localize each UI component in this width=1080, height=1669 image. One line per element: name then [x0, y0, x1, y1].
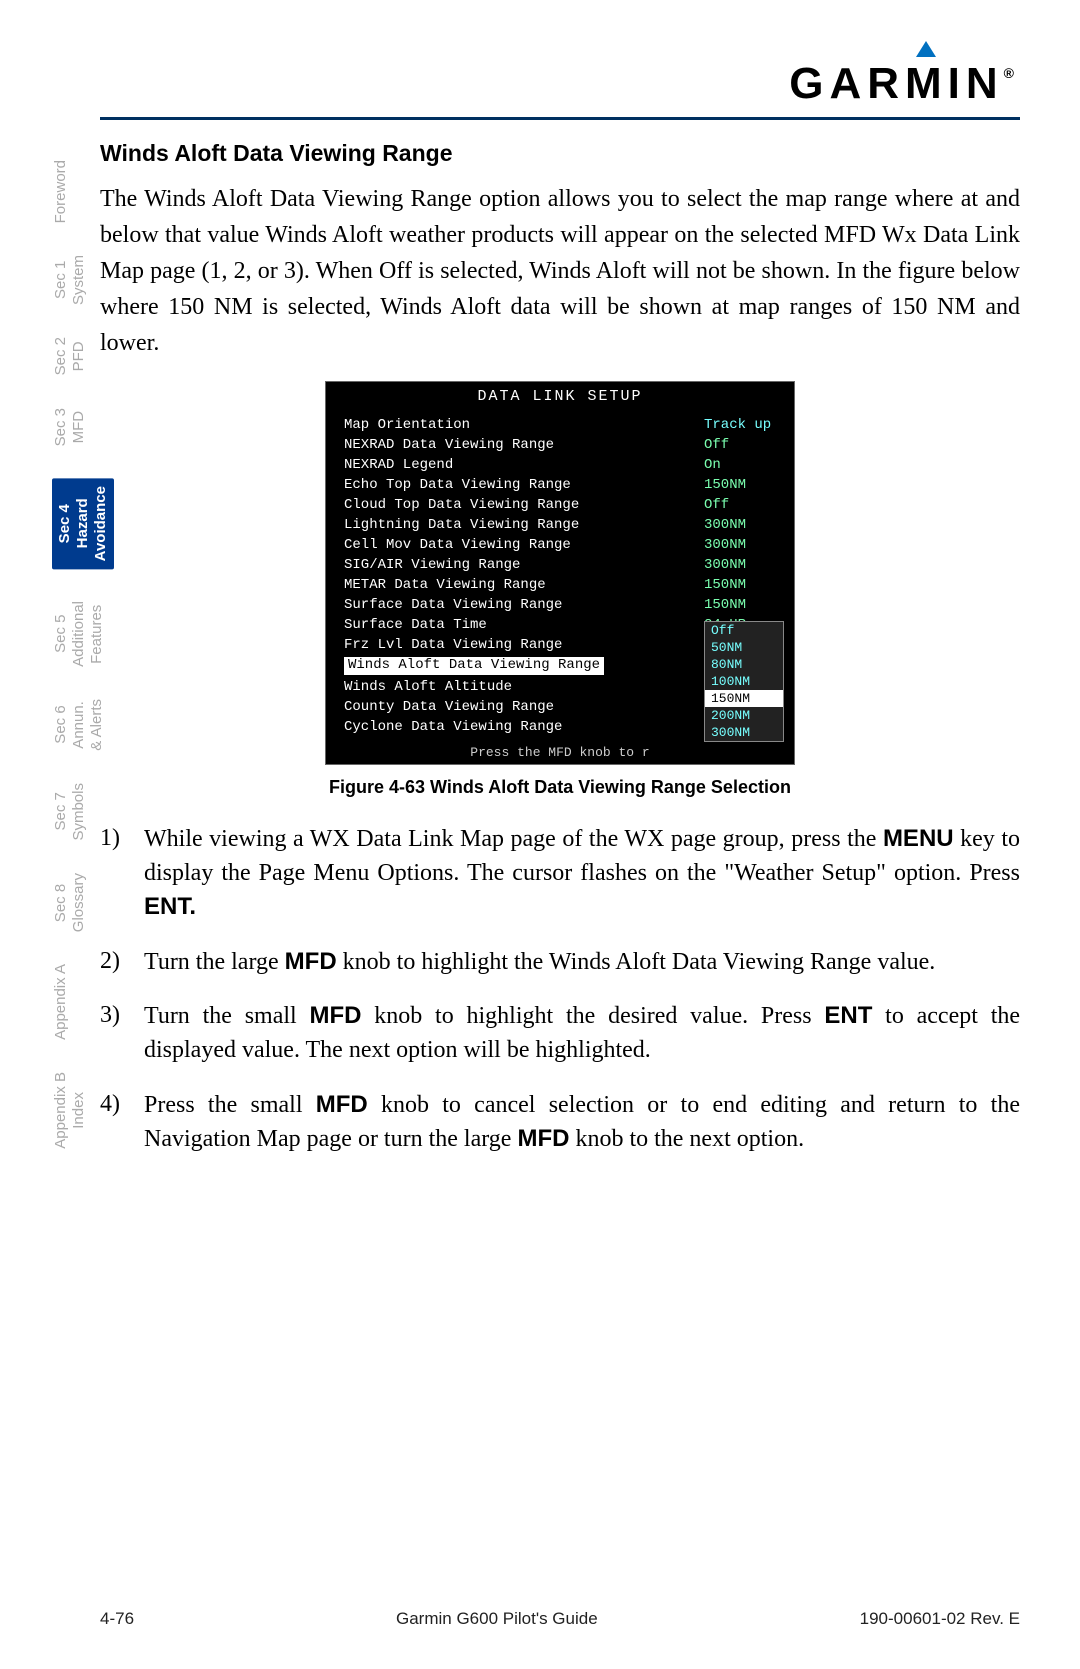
datalink-setup-screenshot: DATA LINK SETUP Map Orientation Track up N…	[325, 381, 795, 765]
setup-row: METAR Data Viewing Range 150NM	[344, 575, 784, 595]
step-number: 2)	[100, 945, 144, 980]
setup-row-value: 300NM	[704, 517, 784, 533]
setup-row-label: Frz Lvl Data Viewing Range	[344, 637, 562, 653]
dropdown-option: Off	[705, 622, 783, 639]
setup-row-label: NEXRAD Data Viewing Range	[344, 437, 554, 453]
setup-row-label: METAR Data Viewing Range	[344, 577, 546, 593]
page-header: GARMIN®	[100, 40, 1020, 120]
step-text: While viewing a WX Data Link Map page of…	[144, 822, 1020, 925]
doc-revision: 190-00601-02 Rev. E	[860, 1609, 1020, 1629]
setup-row-value: On	[704, 457, 784, 473]
dropdown-option: 100NM	[705, 673, 783, 690]
setup-row: Echo Top Data Viewing Range 150NM	[344, 475, 784, 495]
step-2: 2)Turn the large MFD knob to highlight t…	[100, 945, 1020, 980]
garmin-logo: GARMIN®	[789, 59, 1020, 117]
setup-row: NEXRAD Data Viewing Range Off	[344, 435, 784, 455]
section-sidebar: Foreword Sec 1 System Sec 2 PFD Sec 3 MFD Se…	[52, 160, 92, 1180]
setup-row: Surface Data Viewing Range 150NM	[344, 595, 784, 615]
step-text: Press the small MFD knob to cancel selec…	[144, 1088, 1020, 1157]
logo-triangle-icon	[916, 41, 936, 57]
intro-paragraph: The Winds Aloft Data Viewing Range optio…	[100, 181, 1020, 361]
screenshot-footer: Press the MFD knob to r	[326, 745, 794, 764]
setup-row-label: Cell Mov Data Viewing Range	[344, 537, 571, 553]
dropdown-option: 300NM	[705, 724, 783, 741]
setup-row-label: Surface Data Viewing Range	[344, 597, 562, 613]
procedure-steps: 1)While viewing a WX Data Link Map page …	[100, 822, 1020, 1157]
setup-row: Lightning Data Viewing Range 300NM	[344, 515, 784, 535]
dropdown-option: 150NM	[705, 690, 783, 707]
setup-row: Map Orientation Track up	[344, 415, 784, 435]
setup-row-label: Echo Top Data Viewing Range	[344, 477, 571, 493]
sidebar-item-2: Sec 2 PFD	[52, 337, 88, 375]
setup-row-value: Track up	[704, 417, 784, 433]
step-4: 4)Press the small MFD knob to cancel sel…	[100, 1088, 1020, 1157]
sidebar-item-6: Sec 6 Annun. & Alerts	[52, 699, 106, 751]
setup-row-label: Lightning Data Viewing Range	[344, 517, 579, 533]
setup-row-value: 150NM	[704, 477, 784, 493]
sidebar-item-5: Sec 5 Additional Features	[52, 601, 106, 667]
setup-row-label: Winds Aloft Data Viewing Range	[344, 657, 604, 675]
sidebar-item-4: Sec 4 Hazard Avoidance	[52, 478, 114, 569]
setup-row-value: 300NM	[704, 537, 784, 553]
dropdown-option: 200NM	[705, 707, 783, 724]
setup-row-value: 300NM	[704, 557, 784, 573]
registered-mark: ®	[1004, 65, 1020, 81]
section-title: Winds Aloft Data Viewing Range	[100, 140, 1020, 167]
range-dropdown: Off50NM80NM100NM150NM200NM300NM	[704, 621, 784, 742]
step-number: 1)	[100, 822, 144, 925]
step-number: 3)	[100, 999, 144, 1067]
setup-row: Cell Mov Data Viewing Range 300NM	[344, 535, 784, 555]
setup-row-value: 150NM	[704, 597, 784, 613]
doc-title: Garmin G600 Pilot's Guide	[396, 1609, 598, 1629]
sidebar-item-10: Appendix B Index	[52, 1072, 88, 1149]
setup-row-label: Cyclone Data Viewing Range	[344, 719, 562, 735]
figure-caption: Figure 4-63 Winds Aloft Data Viewing Ran…	[100, 777, 1020, 798]
step-3: 3)Turn the small MFD knob to highlight t…	[100, 999, 1020, 1067]
dropdown-option: 80NM	[705, 656, 783, 673]
page-number: 4-76	[100, 1609, 134, 1629]
setup-row-value: Off	[704, 497, 784, 513]
setup-row-label: Surface Data Time	[344, 617, 487, 633]
setup-row: SIG/AIR Viewing Range 300NM	[344, 555, 784, 575]
sidebar-item-8: Sec 8 Glossary	[52, 873, 88, 932]
setup-row-label: NEXRAD Legend	[344, 457, 453, 473]
setup-row-label: Map Orientation	[344, 417, 470, 433]
sidebar-item-7: Sec 7 Symbols	[52, 783, 88, 841]
setup-row-value: 150NM	[704, 577, 784, 593]
page-footer: 4-76 Garmin G600 Pilot's Guide 190-00601…	[100, 1609, 1020, 1629]
step-number: 4)	[100, 1088, 144, 1157]
sidebar-item-0: Foreword	[52, 160, 70, 223]
dropdown-option: 50NM	[705, 639, 783, 656]
sidebar-item-9: Appendix A	[52, 964, 70, 1040]
setup-row: Cloud Top Data Viewing Range Off	[344, 495, 784, 515]
sidebar-item-3: Sec 3 MFD	[52, 408, 88, 446]
step-text: Turn the small MFD knob to highlight the…	[144, 999, 1020, 1067]
step-text: Turn the large MFD knob to highlight the…	[144, 945, 1020, 980]
setup-row-label: County Data Viewing Range	[344, 699, 554, 715]
setup-row-label: Winds Aloft Altitude	[344, 679, 512, 695]
step-1: 1)While viewing a WX Data Link Map page …	[100, 822, 1020, 925]
logo-text: GARMIN	[789, 59, 1003, 108]
sidebar-item-1: Sec 1 System	[52, 255, 88, 305]
setup-row-label: Cloud Top Data Viewing Range	[344, 497, 579, 513]
setup-row: NEXRAD Legend On	[344, 455, 784, 475]
setup-row-label: SIG/AIR Viewing Range	[344, 557, 520, 573]
setup-row-value: Off	[704, 437, 784, 453]
screenshot-title: DATA LINK SETUP	[326, 382, 794, 411]
